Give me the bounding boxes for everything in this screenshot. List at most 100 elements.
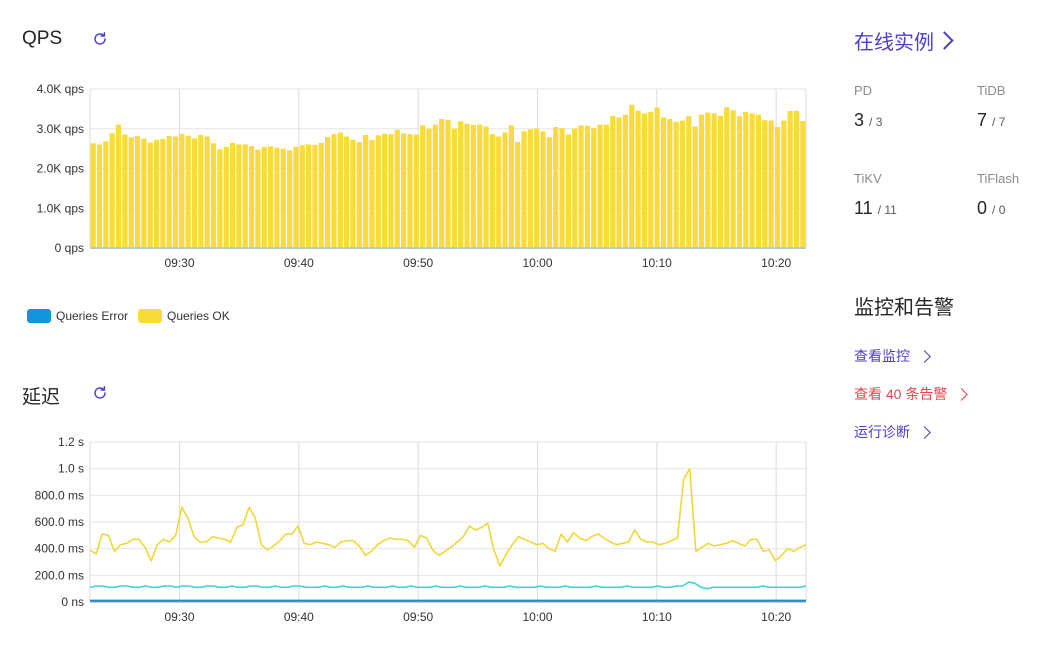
qps-x-tick-label: 10:00 <box>522 256 552 270</box>
latency-series-line-1 <box>89 581 807 590</box>
qps-bar-error <box>711 247 717 249</box>
latency-x-tick-label: 09:30 <box>164 610 194 624</box>
qps-bar-error <box>306 247 312 249</box>
qps-bar-error <box>274 247 280 249</box>
instance-stat-pd: PD 3 / 3 <box>854 83 882 131</box>
qps-bar-ok <box>261 146 267 248</box>
qps-bar-ok <box>287 150 293 248</box>
qps-bar-error <box>255 247 261 249</box>
qps-y-tick-label: 1.0K qps <box>37 201 84 215</box>
qps-bar-ok <box>724 107 730 248</box>
qps-bar-ok <box>692 126 698 248</box>
legend-swatch-queries-error <box>27 309 51 323</box>
qps-bar-error <box>166 247 172 249</box>
qps-bar-error <box>673 247 679 249</box>
qps-bar-ok <box>781 120 787 248</box>
qps-bar-ok <box>762 120 768 248</box>
online-instances-link[interactable]: 在线实例 <box>854 26 954 55</box>
qps-bar-error <box>299 247 305 249</box>
qps-bar-ok <box>635 110 641 248</box>
qps-legend: Queries Error Queries OK <box>27 309 230 323</box>
qps-bar-ok <box>318 142 324 248</box>
qps-bar-error <box>736 247 743 249</box>
instance-up-count: 3 <box>854 110 865 130</box>
qps-bar-ok <box>229 142 236 248</box>
qps-bar-error <box>318 247 324 249</box>
qps-bar-error <box>527 247 533 249</box>
run-diagnosis-link[interactable]: 运行诊断 <box>854 422 931 442</box>
qps-bar-error <box>134 247 141 249</box>
view-metrics-link[interactable]: 查看监控 <box>854 346 931 366</box>
qps-bar-error <box>483 247 489 249</box>
qps-bar-ok <box>350 139 356 248</box>
legend-item-queries-error[interactable]: Queries Error <box>27 309 128 323</box>
qps-bar-error <box>407 247 413 249</box>
qps-bar-ok <box>717 115 724 248</box>
qps-bar-error <box>128 247 134 249</box>
qps-bar-ok <box>312 144 318 248</box>
qps-bar-error <box>172 247 179 249</box>
qps-bar-ok <box>679 120 686 248</box>
qps-bar-error <box>800 247 806 249</box>
qps-bar-error <box>553 247 559 249</box>
qps-bar-ok <box>553 126 559 248</box>
qps-bar-error <box>610 247 616 249</box>
latency-refresh-icon[interactable] <box>92 385 108 401</box>
qps-bar-ok <box>698 114 705 248</box>
qps-bar-error <box>369 247 375 249</box>
qps-bar-ok <box>793 110 800 248</box>
qps-bar-error <box>572 247 578 249</box>
instance-total-count: / 7 <box>992 115 1006 129</box>
qps-bar-ok <box>217 149 223 248</box>
qps-bar-ok <box>306 144 312 248</box>
latency-x-tick-label: 09:40 <box>284 610 314 624</box>
qps-bar-error <box>717 247 724 249</box>
qps-bar-ok <box>96 144 103 248</box>
qps-bar-error <box>654 247 660 249</box>
qps-bar-ok <box>622 114 629 248</box>
qps-bar-error <box>382 247 388 249</box>
qps-bar-error <box>603 247 610 249</box>
qps-bar-error <box>489 247 495 249</box>
qps-y-tick-label: 4.0K qps <box>37 82 84 96</box>
qps-bar-ok <box>274 147 280 248</box>
qps-bar-ok <box>559 128 565 248</box>
qps-bar-error <box>774 247 781 249</box>
chevron-right-icon <box>955 387 969 401</box>
qps-bar-ok <box>141 138 147 248</box>
qps-bar-error <box>204 247 210 249</box>
qps-bar-error <box>584 247 590 249</box>
qps-bar-error <box>565 247 571 249</box>
qps-bar-error <box>141 247 147 249</box>
qps-bar-ok <box>445 119 451 248</box>
view-alerts-link[interactable]: 查看 40 条告警 <box>854 384 969 404</box>
qps-bar-error <box>648 247 654 249</box>
latency-panel-title: 延迟 <box>22 387 61 408</box>
qps-bar-ok <box>420 125 426 248</box>
qps-bar-ok <box>578 125 584 248</box>
qps-bar-error <box>768 247 774 249</box>
qps-bar-error <box>793 247 800 249</box>
legend-item-queries-ok[interactable]: Queries OK <box>138 309 230 323</box>
qps-bar-ok <box>629 104 635 248</box>
qps-bar-ok <box>210 143 217 248</box>
qps-bar-ok <box>185 135 191 248</box>
latency-x-tick-label: 10:10 <box>642 610 672 624</box>
qps-bar-ok <box>344 136 350 248</box>
qps-bar-error <box>787 247 793 249</box>
qps-x-tick-label: 09:40 <box>284 256 314 270</box>
qps-refresh-icon[interactable] <box>92 31 108 47</box>
qps-bar-ok <box>369 140 375 248</box>
qps-bar-ok <box>591 128 597 248</box>
qps-bar-error <box>432 247 438 249</box>
view-metrics-label: 查看监控 <box>854 348 910 364</box>
qps-bar-ok <box>711 113 717 248</box>
qps-bar-error <box>705 247 711 249</box>
qps-bar-error <box>477 247 483 249</box>
qps-bar-error <box>540 247 546 249</box>
qps-bar-error <box>229 247 236 249</box>
qps-bar-ok <box>299 145 305 248</box>
qps-bar-error <box>660 247 667 249</box>
qps-bar-ok <box>736 116 743 248</box>
instance-stat-tiflash: TiFlash 0 / 0 <box>977 171 1019 219</box>
